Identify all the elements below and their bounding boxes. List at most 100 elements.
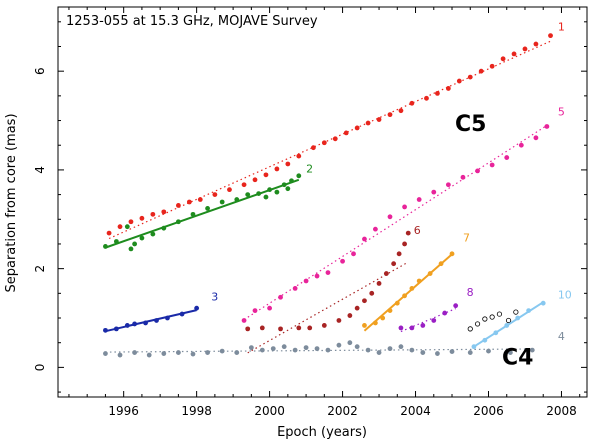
series-1-point [227, 187, 232, 193]
series-6-point [391, 261, 397, 267]
series-1-point [117, 224, 123, 230]
series-6-point [278, 326, 283, 332]
series-4-point [161, 351, 167, 356]
series-label-8: 8 [467, 286, 474, 299]
series-10-point [493, 330, 499, 336]
series-7-point [394, 300, 400, 306]
y-axis-title: Separation from core (mas) [4, 113, 19, 292]
series-label-10: 10 [558, 288, 572, 301]
series-4-point [270, 346, 276, 352]
series-4: 4 [103, 330, 565, 358]
series-1-point [310, 145, 316, 151]
series-7-point [427, 271, 433, 276]
series-2-point [281, 182, 287, 188]
series-1-point [252, 177, 258, 183]
series-7-point [416, 278, 422, 284]
series-2-point [296, 173, 302, 179]
series-10-point [482, 337, 488, 343]
series-4-point [303, 345, 309, 351]
series-6-point [307, 325, 313, 331]
series-2-point [103, 244, 108, 249]
series-4-point [132, 350, 138, 355]
series-3-point [132, 321, 138, 327]
series-2-point [161, 225, 167, 231]
series-1-point [332, 136, 338, 142]
y-tick-label: 6 [33, 67, 47, 75]
series-1-point [456, 78, 462, 84]
series-6-point [383, 271, 389, 276]
series-4-point [175, 350, 181, 355]
series-5-point [431, 189, 437, 195]
series-4-point [205, 350, 210, 355]
series-2-point [274, 189, 280, 195]
series-5-point [292, 285, 298, 291]
series-5-point [518, 142, 524, 148]
series-1: 1 [106, 21, 565, 240]
series-5-point [504, 155, 510, 160]
series-5-fit [243, 124, 548, 321]
series-10-point [540, 300, 546, 306]
series-4-point [529, 347, 535, 353]
series-10: 10 [471, 288, 572, 350]
series-5-point [460, 174, 466, 180]
series-4-point [325, 347, 331, 353]
series-1-point [197, 197, 203, 202]
series-4-point [314, 346, 320, 352]
series-6-point [296, 325, 302, 331]
series-2-point [124, 224, 130, 230]
series-label-2: 2 [306, 162, 313, 175]
series-4-point [117, 352, 123, 358]
annotation-c4: C4 [502, 346, 533, 371]
series-1-point [387, 112, 393, 118]
series-9 [467, 309, 519, 332]
series-4-point [292, 347, 298, 353]
series-6-point [245, 326, 251, 332]
series-2: 2 [103, 162, 313, 252]
series-4-point [281, 344, 287, 350]
series-2-point [139, 235, 145, 241]
series-5-point [340, 258, 345, 264]
series-label-5: 5 [558, 106, 565, 119]
series-6: 6 [245, 224, 421, 354]
series-8-point [431, 318, 437, 323]
series-5-point [351, 251, 356, 257]
series-3-point [124, 323, 130, 328]
series-1-point [409, 100, 415, 106]
series-1-point [489, 63, 495, 69]
series-7-point [380, 315, 386, 321]
series-7-point [362, 323, 367, 328]
series-1-point [548, 33, 553, 39]
y-tick-label: 2 [33, 265, 47, 273]
series-layer: 1 2 3 4 5 6 7 8 10 [103, 21, 572, 358]
series-6-point [402, 241, 407, 247]
x-tick-label: 2002 [327, 404, 358, 418]
series-1-point [500, 56, 506, 62]
series-6-point [259, 325, 265, 331]
annotation-c5: C5 [455, 112, 486, 137]
series-2-point [190, 211, 196, 217]
series-1-point [263, 172, 269, 178]
series-3-point [103, 327, 108, 333]
series-label-7: 7 [463, 231, 470, 244]
series-6-point [336, 318, 342, 323]
x-tick-label: 2004 [400, 404, 431, 418]
series-1-point [467, 74, 473, 80]
series-3: 3 [103, 291, 218, 333]
series-10-point [471, 344, 477, 350]
series-10-point [526, 308, 532, 314]
series-1-point [106, 230, 112, 236]
series-5-point [314, 273, 320, 279]
series-1-point [285, 161, 291, 167]
series-1-point [186, 199, 192, 205]
series-label-6: 6 [414, 224, 421, 237]
series-4-point [248, 345, 254, 351]
series-2-point [128, 246, 134, 252]
series-2-point [113, 239, 119, 244]
series-5-point [373, 226, 378, 232]
series-9-point [513, 309, 519, 315]
series-4-point [486, 348, 491, 354]
series-8-point [453, 303, 459, 309]
series-2-point [285, 186, 291, 192]
series-2-point [132, 241, 138, 247]
series-4-point [398, 344, 404, 350]
